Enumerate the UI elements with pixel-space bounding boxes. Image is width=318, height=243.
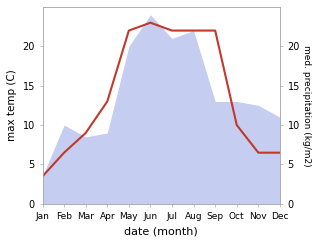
Y-axis label: max temp (C): max temp (C) [7, 69, 17, 141]
X-axis label: date (month): date (month) [124, 226, 198, 236]
Y-axis label: med. precipitation (kg/m2): med. precipitation (kg/m2) [302, 44, 311, 166]
